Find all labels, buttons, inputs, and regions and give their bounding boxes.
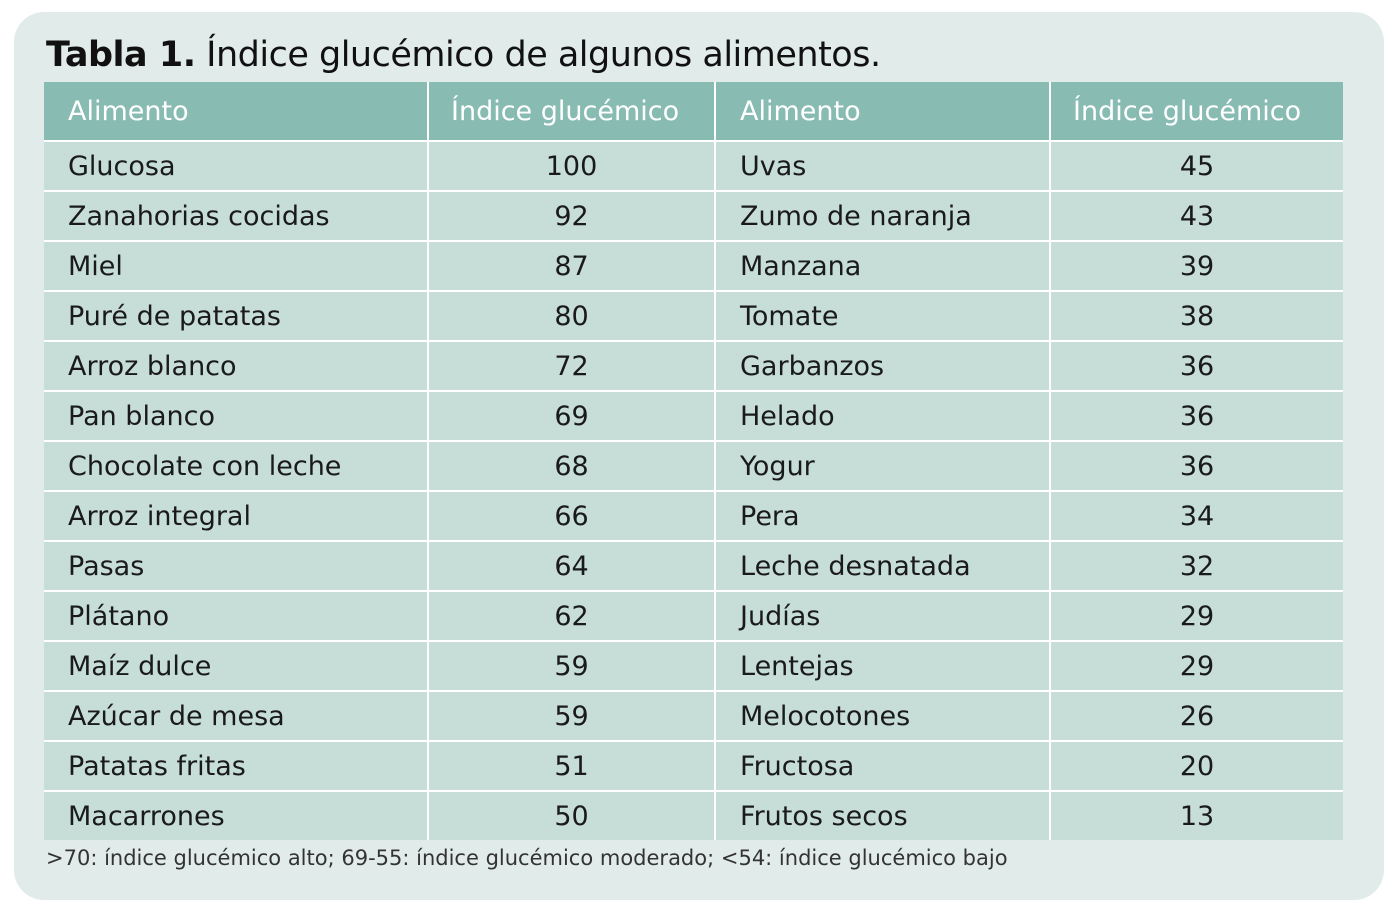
- glycemic-index-cell: 20: [1049, 740, 1343, 791]
- food-name-cell: Leche desnatada: [714, 540, 1050, 591]
- glycemic-index-cell: 68: [427, 440, 715, 491]
- glycemic-index-table: Alimento Índice glucémico Alimento Índic…: [44, 82, 1343, 840]
- column-header-food-right: Alimento: [714, 82, 1050, 142]
- table-row: Patatas fritas 51 Fructosa 20: [44, 740, 1343, 791]
- food-name-cell: Judías: [714, 590, 1050, 641]
- food-name-cell: Zanahorias cocidas: [44, 190, 428, 241]
- table-footnote: >70: índice glucémico alto; 69-55: índic…: [46, 846, 1008, 870]
- glycemic-index-cell: 80: [427, 290, 715, 341]
- table-row: Zanahorias cocidas 92 Zumo de naranja 43: [44, 190, 1343, 241]
- table-row: Glucosa 100 Uvas 45: [44, 140, 1343, 191]
- food-name-cell: Macarrones: [44, 790, 428, 840]
- glycemic-index-cell: 59: [427, 640, 715, 691]
- glycemic-index-cell: 29: [1049, 590, 1343, 641]
- glycemic-index-cell: 69: [427, 390, 715, 441]
- glycemic-index-cell: 32: [1049, 540, 1343, 591]
- glycemic-index-cell: 13: [1049, 790, 1343, 840]
- food-name-cell: Pasas: [44, 540, 428, 591]
- food-name-cell: Pan blanco: [44, 390, 428, 441]
- glycemic-index-cell: 92: [427, 190, 715, 241]
- table-header-row: Alimento Índice glucémico Alimento Índic…: [44, 82, 1343, 142]
- glycemic-index-cell: 34: [1049, 490, 1343, 541]
- food-name-cell: Maíz dulce: [44, 640, 428, 691]
- food-name-cell: Tomate: [714, 290, 1050, 341]
- glycemic-index-cell: 45: [1049, 140, 1343, 191]
- food-name-cell: Patatas fritas: [44, 740, 428, 791]
- table-row: Maíz dulce 59 Lentejas 29: [44, 640, 1343, 691]
- glycemic-index-cell: 64: [427, 540, 715, 591]
- glycemic-index-cell: 38: [1049, 290, 1343, 341]
- food-name-cell: Azúcar de mesa: [44, 690, 428, 741]
- glycemic-index-cell: 43: [1049, 190, 1343, 241]
- table-row: Chocolate con leche 68 Yogur 36: [44, 440, 1343, 491]
- table-body: Glucosa 100 Uvas 45 Zanahorias cocidas 92 Zumo…: [44, 140, 1343, 840]
- food-name-cell: Puré de patatas: [44, 290, 428, 341]
- glycemic-index-cell: 36: [1049, 390, 1343, 441]
- food-name-cell: Lentejas: [714, 640, 1050, 691]
- food-name-cell: Frutos secos: [714, 790, 1050, 840]
- food-name-cell: Uvas: [714, 140, 1050, 191]
- glycemic-index-cell: 66: [427, 490, 715, 541]
- table-row: Arroz blanco 72 Garbanzos 36: [44, 340, 1343, 391]
- column-header-gi-right: Índice glucémico: [1049, 82, 1343, 142]
- column-header-gi-left: Índice glucémico: [427, 82, 715, 142]
- food-name-cell: Manzana: [714, 240, 1050, 291]
- food-name-cell: Fructosa: [714, 740, 1050, 791]
- food-name-cell: Plátano: [44, 590, 428, 641]
- glycemic-index-cell: 39: [1049, 240, 1343, 291]
- food-name-cell: Glucosa: [44, 140, 428, 191]
- glycemic-index-cell: 50: [427, 790, 715, 840]
- glycemic-index-cell: 36: [1049, 340, 1343, 391]
- food-name-cell: Arroz blanco: [44, 340, 428, 391]
- glycemic-index-cell: 87: [427, 240, 715, 291]
- table-caption: Índice glucémico de algunos alimentos.: [206, 35, 881, 75]
- food-name-cell: Zumo de naranja: [714, 190, 1050, 241]
- glycemic-index-cell: 62: [427, 590, 715, 641]
- table-row: Arroz integral 66 Pera 34: [44, 490, 1343, 541]
- table-number: Tabla 1.: [46, 35, 196, 75]
- table-row: Puré de patatas 80 Tomate 38: [44, 290, 1343, 341]
- table-row: Pan blanco 69 Helado 36: [44, 390, 1343, 441]
- glycemic-index-cell: 36: [1049, 440, 1343, 491]
- table-title: Tabla 1. Índice glucémico de algunos ali…: [46, 30, 881, 80]
- table-row: Plátano 62 Judías 29: [44, 590, 1343, 641]
- glycemic-index-cell: 59: [427, 690, 715, 741]
- glycemic-index-cell: 72: [427, 340, 715, 391]
- table-row: Azúcar de mesa 59 Melocotones 26: [44, 690, 1343, 741]
- table-row: Macarrones 50 Frutos secos 13: [44, 790, 1343, 840]
- food-name-cell: Yogur: [714, 440, 1050, 491]
- table-row: Pasas 64 Leche desnatada 32: [44, 540, 1343, 591]
- food-name-cell: Helado: [714, 390, 1050, 441]
- food-name-cell: Pera: [714, 490, 1050, 541]
- glycemic-index-cell: 51: [427, 740, 715, 791]
- glycemic-index-cell: 29: [1049, 640, 1343, 691]
- column-header-food-left: Alimento: [44, 82, 428, 142]
- table-row: Miel 87 Manzana 39: [44, 240, 1343, 291]
- food-name-cell: Miel: [44, 240, 428, 291]
- food-name-cell: Melocotones: [714, 690, 1050, 741]
- glycemic-index-cell: 100: [427, 140, 715, 191]
- food-name-cell: Arroz integral: [44, 490, 428, 541]
- food-name-cell: Chocolate con leche: [44, 440, 428, 491]
- glycemic-index-cell: 26: [1049, 690, 1343, 741]
- food-name-cell: Garbanzos: [714, 340, 1050, 391]
